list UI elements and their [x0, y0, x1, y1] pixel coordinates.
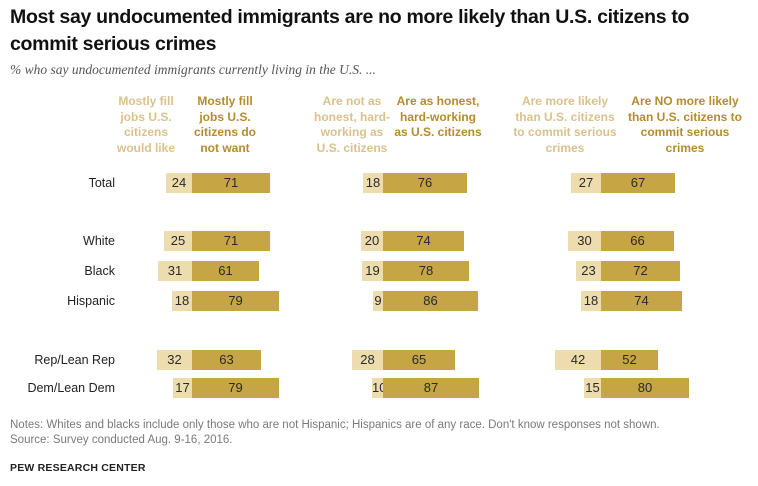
bar-dark: 71: [192, 173, 270, 193]
panel-3-light-header: Are more likely than U.S. citizens to co…: [513, 94, 617, 155]
row-label: Hispanic: [67, 294, 115, 308]
bar-dark: 65: [383, 350, 455, 370]
bar-light: 19: [362, 261, 383, 281]
bar-light: 10: [372, 378, 386, 398]
panel-2-light-header: Are not as honest, hard-working as U.S. …: [314, 94, 391, 155]
bar-dark: 80: [601, 378, 689, 398]
chart-subtitle: % who say undocumented immigrants curren…: [10, 62, 376, 77]
bar-dark: 86: [383, 291, 478, 311]
panel-1-light-header: Mostly fill jobs U.S. citizens would lik…: [116, 94, 175, 155]
bar-dark: 63: [192, 350, 261, 370]
bar-dark: 79: [192, 291, 279, 311]
chart-title: Most say undocumented immigrants are no …: [10, 6, 690, 55]
row-label: White: [83, 234, 115, 248]
bar-light: 42: [555, 350, 601, 370]
bar-light: 18: [581, 291, 601, 311]
bar-dark: 76: [383, 173, 467, 193]
row-label: Dem/Lean Dem: [27, 381, 115, 395]
bar-light: 25: [164, 231, 192, 251]
panel-3-dark-header: Are NO more likely than U.S. citizens to…: [627, 94, 742, 155]
bar-dark: 74: [383, 231, 464, 251]
bar-light: 9: [373, 291, 383, 311]
notes-text: Notes: Whites and blacks include only th…: [10, 419, 660, 431]
bar-light: 28: [352, 350, 383, 370]
bar-dark: 72: [601, 261, 680, 281]
chart-notes: Notes: Whites and blacks include only th…: [10, 418, 750, 448]
bar-light: 30: [568, 231, 601, 251]
bar-dark: 67: [601, 173, 675, 193]
bar-light: 20: [361, 231, 383, 251]
bar-light: 15: [584, 378, 601, 398]
bar-dark: 78: [383, 261, 469, 281]
bar-dark: 61: [192, 261, 259, 281]
credit-label: PEW RESEARCH CENTER: [10, 462, 146, 474]
bar-dark: 71: [192, 231, 270, 251]
row-label: Total: [88, 176, 115, 190]
bar-dark: 74: [601, 291, 682, 311]
bar-light: 17: [173, 378, 192, 398]
bar-light: 18: [363, 173, 383, 193]
bar-light: 24: [166, 173, 192, 193]
bar-dark: 52: [601, 350, 658, 370]
panel-2-dark-header: Are as honest, hard-working as U.S. citi…: [394, 94, 482, 139]
bar-dark: 66: [601, 231, 674, 251]
bar-light: 31: [158, 261, 192, 281]
bar-dark: 87: [383, 378, 479, 398]
bar-light: 32: [157, 350, 192, 370]
source-text: Source: Survey conducted Aug. 9-16, 2016…: [10, 434, 233, 446]
panel-1-dark-header: Mostly fill jobs U.S. citizens do not wa…: [193, 94, 256, 155]
bar-dark: 79: [192, 378, 279, 398]
bar-light: 27: [571, 173, 601, 193]
row-label: Rep/Lean Rep: [34, 353, 115, 367]
row-label: Black: [84, 264, 115, 278]
bar-light: 23: [576, 261, 601, 281]
bar-light: 18: [172, 291, 192, 311]
